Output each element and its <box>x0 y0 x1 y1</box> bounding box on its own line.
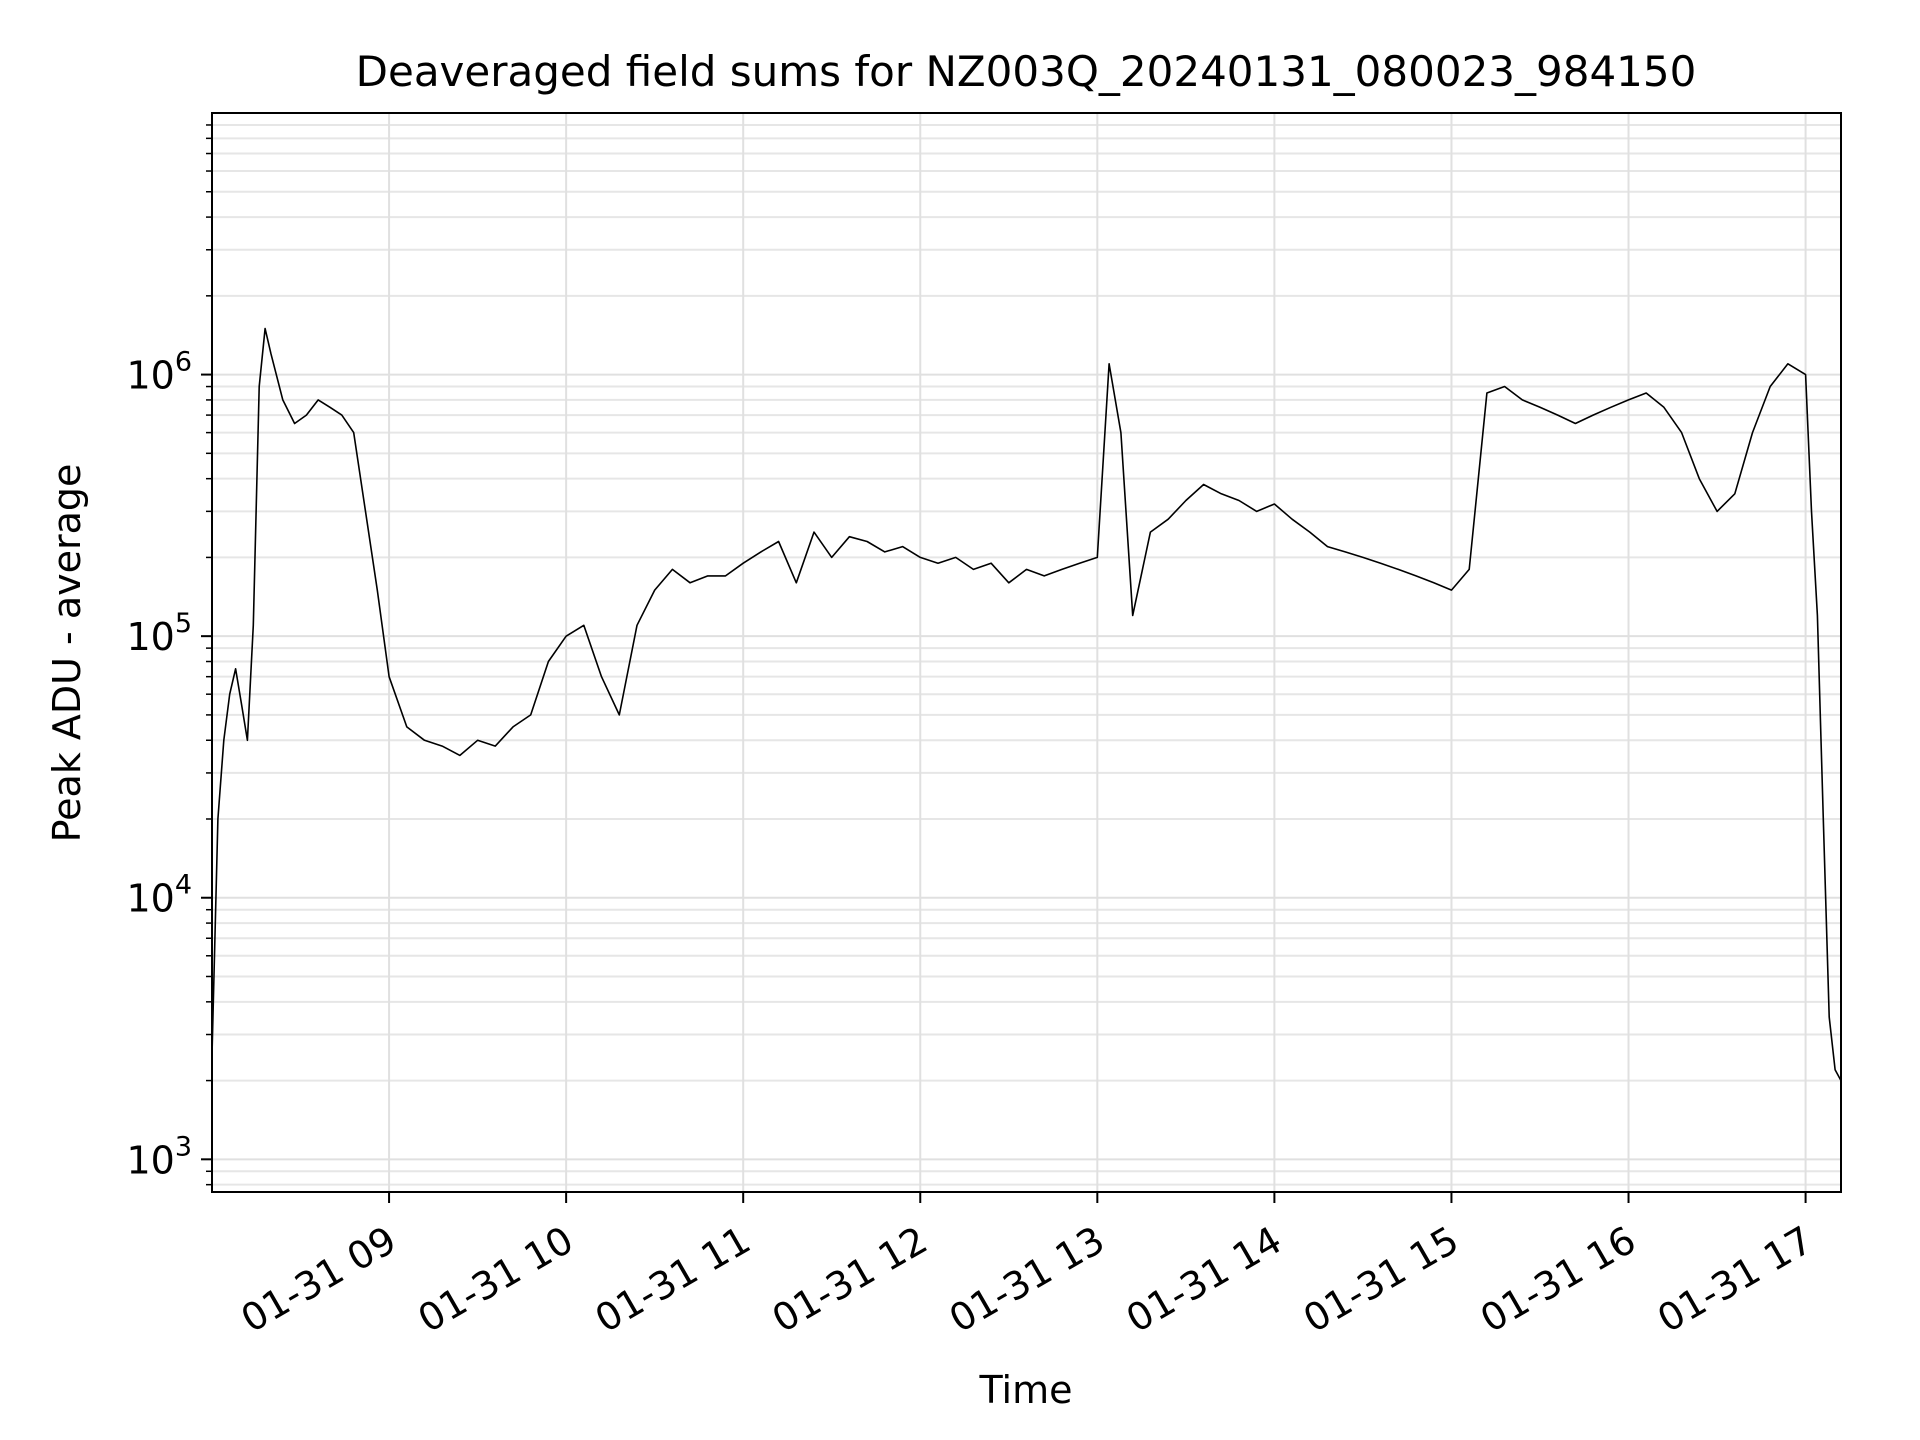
y-axis-label: Peak ADU - average <box>45 464 89 843</box>
y-tick-label: 103 <box>126 1131 192 1182</box>
plot-frame <box>211 112 1842 1193</box>
x-tick-label: 01-31 13 <box>942 1218 1112 1342</box>
x-tick-label: 01-31 12 <box>765 1218 935 1342</box>
series-line <box>211 327 1842 1081</box>
grid-layer <box>212 113 1841 1192</box>
x-tick-label: 01-31 15 <box>1296 1218 1466 1342</box>
x-tick-label: 01-31 16 <box>1473 1218 1643 1342</box>
y-tick-base: 10 <box>126 354 174 398</box>
x-axis-label: Time <box>979 1368 1073 1412</box>
y-tick-base: 10 <box>126 877 174 921</box>
y-tick-exponent: 3 <box>175 1131 192 1162</box>
x-tick-label: 01-31 09 <box>234 1218 404 1342</box>
y-tick-label: 104 <box>126 870 192 921</box>
y-tick-base: 10 <box>126 1138 174 1182</box>
chart-title: Deaveraged field sums for NZ003Q_2024013… <box>356 47 1697 96</box>
y-tick-exponent: 4 <box>175 870 192 901</box>
x-axis: 01-31 09 01-31 10 01-31 11 01-31 12 01-31 13… <box>234 1192 1820 1341</box>
x-tick-label: 01-31 11 <box>588 1218 758 1342</box>
y-tick-label: 106 <box>126 347 192 398</box>
x-tick-label: 01-31 17 <box>1650 1218 1820 1342</box>
series-layer <box>211 327 1842 1081</box>
x-tick-label: 01-31 14 <box>1119 1218 1289 1342</box>
y-tick-exponent: 5 <box>175 608 192 639</box>
y-tick-base: 10 <box>126 615 174 659</box>
y-tick-label: 105 <box>126 608 192 659</box>
x-tick-label: 01-31 10 <box>411 1218 581 1342</box>
y-tick-exponent: 6 <box>175 347 192 378</box>
